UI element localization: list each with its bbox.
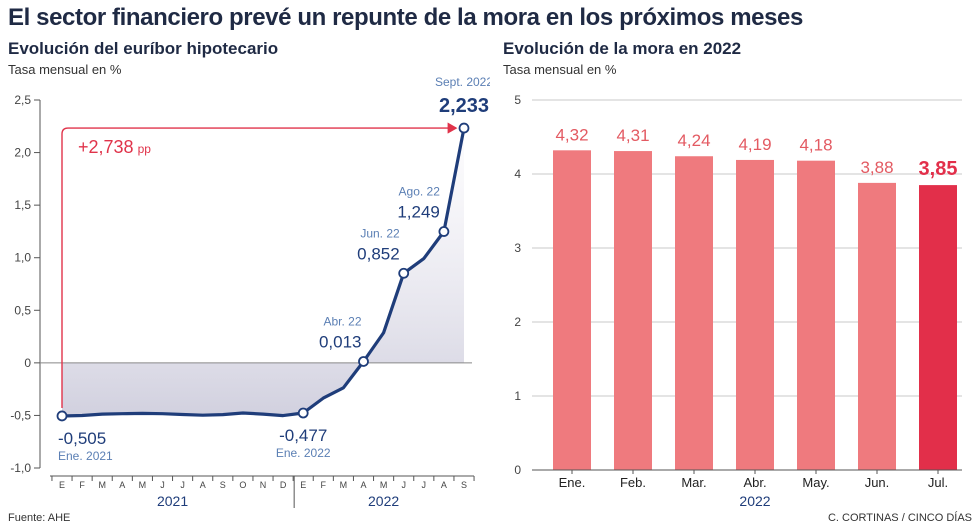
y-tick-label: 2,5	[14, 93, 31, 107]
x-tick-label: M	[139, 480, 147, 490]
y-tick-label: 0,5	[14, 303, 31, 317]
line-chart-unit: Tasa mensual en %	[8, 62, 122, 77]
y-tick-label: 1,0	[14, 251, 31, 265]
data-point-marker	[458, 122, 470, 134]
annotation-value: 0,852	[357, 244, 400, 263]
y-tick-label: 2	[514, 315, 521, 329]
bar-value-label: 3,85	[919, 158, 958, 180]
x-tick-label: Abr.	[743, 475, 766, 490]
data-point-marker	[398, 267, 410, 279]
y-tick-label: 5	[514, 93, 521, 107]
annotation-value: 0,013	[319, 332, 362, 351]
y-tick-label: -0,5	[10, 408, 31, 422]
x-tick-label: E	[59, 480, 65, 490]
x-tick-label: A	[200, 480, 206, 490]
annotation-month: Ene. 2021	[58, 449, 113, 463]
x-tick-label: J	[401, 480, 406, 490]
mora-bar-chart: 5 4 3 2 1 0 4,32 4,31 4,24 4,19 4,18 3,88 3,85 Ene.…	[514, 93, 962, 509]
x-tick-label: A	[119, 480, 125, 490]
x-tick-label: M	[380, 480, 388, 490]
bar-value-label: 4,24	[677, 131, 710, 150]
bar-chart-title: Evolución de la mora en 2022	[503, 39, 742, 58]
euribor-line-chart: 2,5 2,0 1,5 1,0 0,5 0 -0,5 -1,0 +2,738 pp -0,505…	[10, 75, 490, 509]
x-tick-label: May.	[802, 475, 829, 490]
y-tick-label: 1	[514, 389, 521, 403]
x-tick-label: M	[98, 480, 106, 490]
x-tick-label: Jul.	[928, 475, 948, 490]
change-arrow	[61, 122, 458, 408]
y-tick-label: 3	[514, 241, 521, 255]
bar-6	[919, 185, 957, 470]
annotation-month: Ene. 2022	[276, 446, 331, 460]
x-tick-label: J	[160, 480, 165, 490]
bar-0	[553, 150, 591, 470]
euribor-area-fill	[62, 128, 464, 416]
x-tick-label: F	[79, 480, 85, 490]
bar-4	[797, 160, 835, 470]
annotation-month: Jun. 22	[360, 226, 400, 240]
change-label: +2,738 pp	[78, 137, 151, 157]
x-tick-label: N	[260, 480, 267, 490]
x-tick-label: A	[441, 480, 447, 490]
x-tick-label: Feb.	[620, 475, 646, 490]
data-point-marker	[297, 407, 309, 419]
annotation-value: -0,505	[58, 429, 106, 448]
y-tick-label: 1,5	[14, 198, 31, 212]
data-point-marker	[438, 226, 450, 237]
bar-3	[736, 159, 774, 470]
bar-value-label: 4,18	[799, 136, 832, 155]
annotation-value: 1,249	[397, 203, 440, 222]
x-tick-label: Jun.	[865, 475, 890, 490]
x-tick-label: J	[422, 480, 427, 490]
annotation-month: Sept. 2022	[435, 75, 490, 89]
bar-chart-unit: Tasa mensual en %	[503, 62, 617, 77]
x-tick-label: O	[239, 480, 246, 490]
year-label-2021: 2021	[157, 493, 188, 509]
x-tick-label: J	[180, 480, 185, 490]
bar-value-label: 4,19	[738, 135, 771, 154]
x-tick-label: S	[461, 480, 467, 490]
x-tick-label: E	[300, 480, 306, 490]
bar-value-label: 4,31	[616, 126, 649, 145]
bar-5	[858, 182, 896, 470]
y-tick-label: 2,0	[14, 146, 31, 160]
bar-value-label: 3,88	[860, 158, 893, 177]
annotation-month: Ago. 22	[399, 185, 441, 199]
credit-note: C. CORTINAS / CINCO DÍAS	[827, 512, 972, 524]
y-tick-label: 4	[514, 167, 521, 181]
euribor-line	[61, 127, 466, 418]
y-tick-label: 0	[24, 356, 31, 370]
x-tick-label: Mar.	[681, 475, 706, 490]
annotation-value: -0,477	[279, 426, 327, 445]
source-note: Fuente: AHE	[8, 512, 71, 524]
annotation-value: 2,233	[439, 95, 489, 117]
x-tick-label: F	[321, 480, 327, 490]
x-tick-label: S	[220, 480, 226, 490]
bar-2	[675, 156, 713, 471]
bar-1	[614, 151, 652, 470]
year-label-2022: 2022	[368, 493, 399, 509]
year-label: 2022	[739, 493, 770, 509]
line-chart-title: Evolución del euríbor hipotecario	[8, 39, 279, 58]
bar-value-label: 4,32	[555, 125, 588, 144]
data-point-marker	[358, 356, 369, 367]
y-tick-label: 0	[514, 463, 521, 477]
chart-title: El sector financiero prevé un repunte de…	[8, 4, 803, 31]
x-tick-label: M	[340, 480, 348, 490]
x-tick-label: D	[280, 480, 287, 490]
y-tick-label: -1,0	[10, 461, 31, 475]
x-tick-label: A	[360, 480, 366, 490]
annotation-month: Abr. 22	[323, 314, 361, 328]
x-tick-label: Ene.	[559, 475, 586, 490]
data-point-marker	[56, 410, 68, 422]
